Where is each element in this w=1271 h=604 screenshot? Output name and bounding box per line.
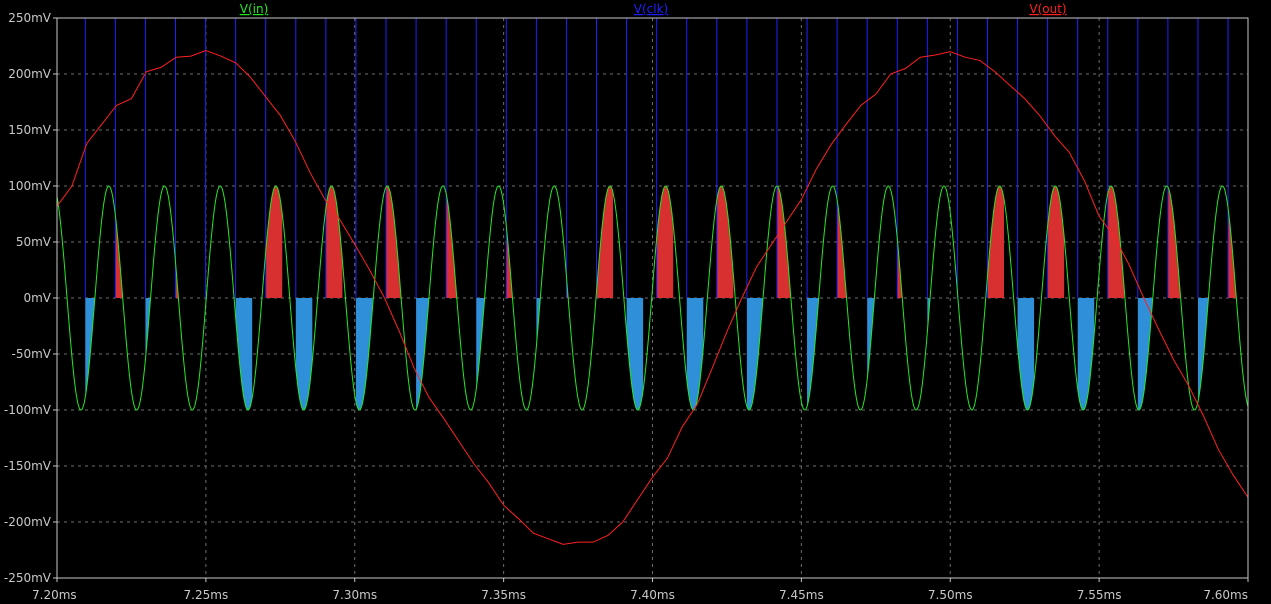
series-vclk: [84, 18, 1229, 298]
vin-line: [56, 185, 1249, 411]
y-tick-label: 200mV: [8, 67, 52, 81]
negative-sample-fill: [867, 298, 884, 380]
x-tick-label: 7.35ms: [481, 588, 526, 602]
negative-sample-fill: [1077, 298, 1095, 410]
positive-sample-fill: [115, 215, 132, 298]
positive-sample-fill: [897, 238, 914, 298]
x-tick-label: 7.45ms: [779, 588, 824, 602]
positive-sample-fill: [656, 186, 674, 298]
positive-sample-fill: [446, 193, 463, 298]
positive-sample-fill: [1107, 186, 1125, 298]
y-axis-ticks: 250mV 200mV 150mV 100mV 50mV 0mV -50mV -100mV -1…: [4, 11, 57, 585]
y-tick-label: 250mV: [8, 11, 52, 25]
x-axis-ticks: 7.20ms 7.25ms 7.30ms 7.35ms 7.40ms 7.45ms 7.50…: [32, 578, 1249, 602]
series-vout: [56, 49, 1249, 545]
y-tick-label: 50mV: [16, 235, 52, 249]
x-tick-label: 7.40ms: [630, 588, 675, 602]
negative-sample-fill: [1017, 298, 1035, 410]
positive-sample-fill: [1167, 187, 1185, 298]
y-tick-label: -50mV: [12, 347, 52, 361]
positive-sample-fill: [1047, 186, 1065, 298]
legend-item-vout[interactable]: V(out): [1029, 2, 1066, 16]
positive-sample-fill: [506, 226, 523, 298]
vout-line: [56, 49, 1249, 545]
positive-sample-fill: [837, 199, 854, 298]
legend: V(in) V(clk) V(out): [240, 2, 1067, 16]
negative-sample-fill: [235, 298, 253, 410]
negative-sample-fill: [686, 298, 704, 410]
legend-item-vclk[interactable]: V(clk): [634, 2, 668, 16]
positive-sample-fill: [776, 186, 794, 298]
x-tick-label: 7.20ms: [32, 588, 77, 602]
x-tick-label: 7.30ms: [332, 588, 377, 602]
negative-sample-fill: [536, 298, 553, 347]
y-tick-label: -250mV: [4, 571, 52, 585]
positive-sample-fill: [325, 186, 343, 298]
negative-sample-fill: [746, 298, 764, 410]
positive-sample-fill: [175, 261, 193, 298]
legend-item-vin[interactable]: V(in): [240, 2, 269, 16]
negative-sample-fill: [85, 298, 102, 397]
negative-sample-fill: [1197, 298, 1215, 402]
y-tick-label: 150mV: [8, 123, 52, 137]
negative-sample-fill: [295, 298, 313, 410]
grid: [57, 18, 1248, 578]
negative-sample-fill: [145, 298, 162, 360]
y-tick-label: -100mV: [4, 403, 52, 417]
x-tick-label: 7.60ms: [1203, 588, 1248, 602]
negative-sample-fill: [927, 298, 944, 333]
negative-sample-fill: [476, 298, 493, 390]
x-tick-label: 7.50ms: [928, 588, 973, 602]
sample-fill-regions: [85, 186, 1240, 410]
x-tick-label: 7.25ms: [184, 588, 229, 602]
positive-sample-fill: [987, 186, 1005, 298]
y-tick-label: -150mV: [4, 459, 52, 473]
y-tick-label: 100mV: [8, 179, 52, 193]
negative-sample-fill: [626, 298, 644, 410]
y-tick-label: 0mV: [23, 291, 51, 305]
positive-sample-fill: [1228, 208, 1240, 298]
series-vin: [56, 185, 1249, 411]
positive-sample-fill: [596, 186, 614, 298]
x-tick-label: 7.55ms: [1077, 588, 1122, 602]
negative-sample-fill: [355, 298, 373, 410]
y-tick-label: -200mV: [4, 515, 52, 529]
positive-sample-fill: [716, 186, 734, 298]
